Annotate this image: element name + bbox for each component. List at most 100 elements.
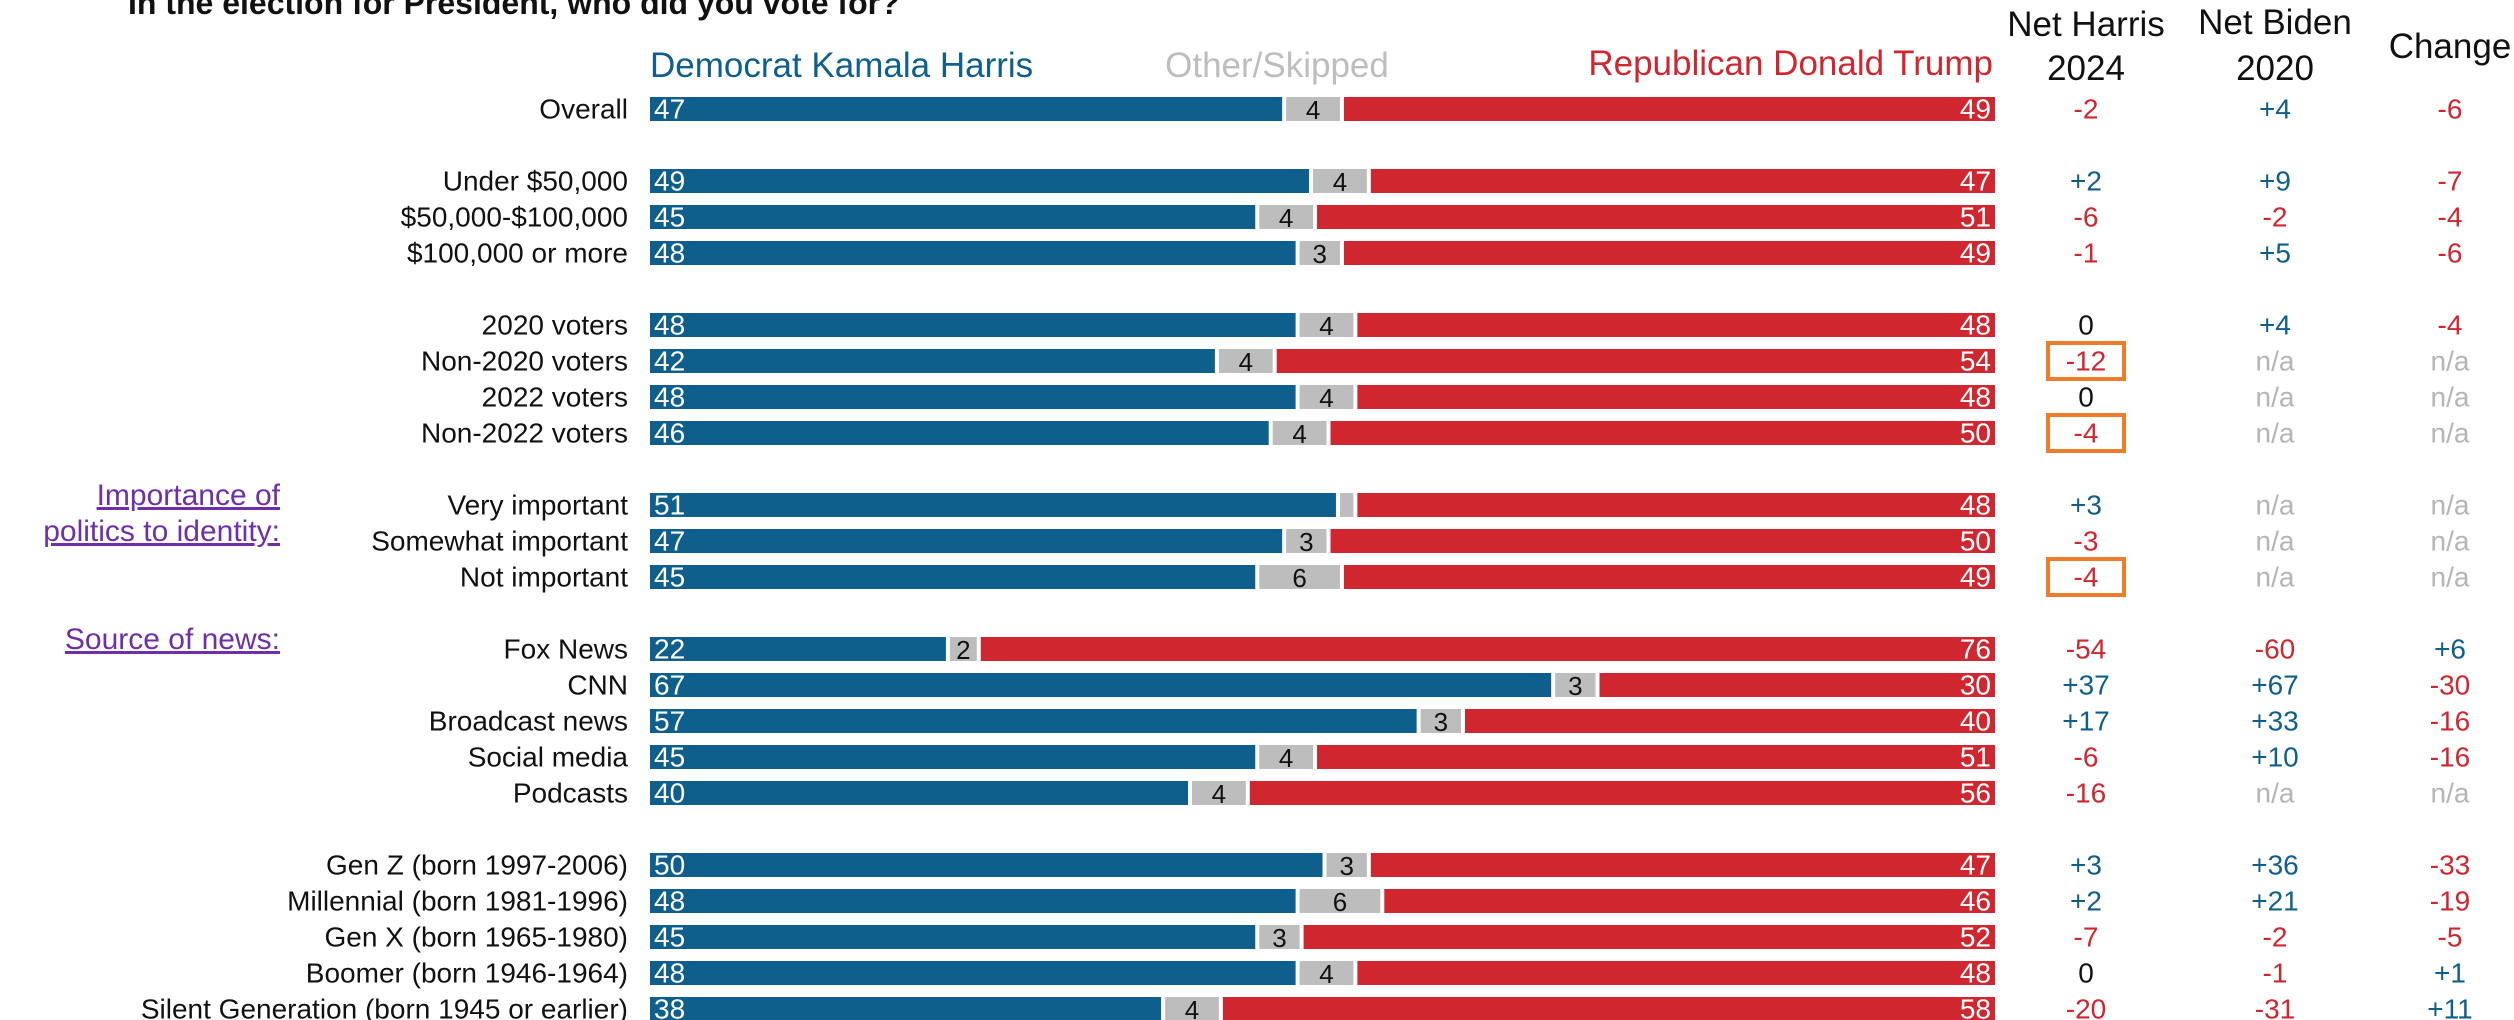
stat-change: -16 (2430, 742, 2470, 773)
data-label-other: 4 (1333, 167, 1347, 197)
stat-net-harris: +2 (2070, 166, 2102, 197)
stat-change: -7 (2438, 166, 2463, 197)
table-row: Very important 51 48 +3 n/a n/a (447, 490, 2469, 521)
bar-dem (650, 673, 1552, 697)
bar-dem (650, 925, 1256, 949)
bar-dem (650, 853, 1323, 877)
data-label-other: 4 (1292, 419, 1306, 449)
row-label: Podcasts (513, 778, 628, 809)
bar-rep (1317, 205, 1995, 229)
bar-other (1259, 925, 1300, 949)
stat-net-biden: -2 (2263, 202, 2288, 233)
stat-net-harris: +37 (2062, 670, 2110, 701)
bar-rep (1357, 961, 1995, 985)
bar-rep (1370, 853, 1995, 877)
table-row: Somewhat important 47 3 50 -3 n/a n/a (371, 526, 2470, 558)
highlight-box (2046, 341, 2126, 381)
table-row: $100,000 or more 48 3 49 -1 +5 -6 (407, 238, 2463, 270)
stat-change: -30 (2430, 670, 2470, 701)
stat-net-harris: -3 (2074, 526, 2099, 557)
stat-net-harris: -6 (2074, 202, 2099, 233)
stat-net-harris: +3 (2070, 850, 2102, 881)
legend-rep: Republican Donald Trump (1588, 44, 1993, 83)
bar-dem (650, 313, 1296, 337)
data-label-rep: 47 (1960, 850, 1991, 881)
row-label: Under $50,000 (443, 166, 628, 197)
data-label-other: 3 (1299, 527, 1313, 557)
stat-net-harris: -12 (2066, 346, 2106, 377)
stat-change: -6 (2438, 238, 2463, 269)
bar-rep (1357, 385, 1995, 409)
stat-net-biden: n/a (2256, 562, 2295, 593)
data-label-other: 3 (1339, 851, 1353, 881)
group-label: Importance of (97, 479, 281, 512)
bar-other (1299, 385, 1354, 409)
stat-change: -16 (2430, 706, 2470, 737)
stat-net-harris: -4 (2074, 562, 2099, 593)
data-label-rep: 48 (1960, 490, 1991, 521)
bar-rep (980, 637, 1995, 661)
stat-net-harris: +3 (2070, 490, 2102, 521)
table-row: 2022 voters 48 4 48 0 n/a n/a (482, 382, 2470, 414)
bar-rep (1330, 529, 1995, 553)
stat-net-biden: n/a (2256, 526, 2295, 557)
data-label-other: 4 (1279, 203, 1293, 233)
data-label-rep: 50 (1960, 418, 1991, 449)
table-row: Non-2022 voters 46 4 50 -4 n/a n/a (421, 413, 2470, 453)
data-label-dem: 49 (654, 166, 685, 197)
row-label: Fox News (504, 634, 628, 665)
data-label-dem: 48 (654, 886, 685, 917)
bar-dem (650, 385, 1296, 409)
data-label-other: 6 (1333, 887, 1347, 917)
bar-other (1299, 241, 1340, 265)
data-label-dem: 48 (654, 382, 685, 413)
data-label-other: 2 (956, 635, 970, 665)
stat-net-harris: +2 (2070, 886, 2102, 917)
data-label-rep: 54 (1960, 346, 1991, 377)
stat-change: n/a (2431, 490, 2470, 521)
data-label-dem: 67 (654, 670, 685, 701)
bar-other (1286, 529, 1327, 553)
stat-change: -4 (2438, 310, 2463, 341)
bar-other (1259, 565, 1340, 589)
bar-other (1286, 97, 1340, 121)
bar-dem (650, 637, 946, 661)
group-label: Source of news: (65, 623, 280, 656)
data-label-rep: 52 (1960, 922, 1991, 953)
stat-net-harris: 0 (2078, 310, 2094, 341)
data-label-other: 3 (1568, 671, 1582, 701)
data-label-rep: 58 (1960, 994, 1991, 1020)
stat-net-harris: 0 (2078, 382, 2094, 413)
stat-net-biden: +4 (2259, 310, 2291, 341)
bar-dem (650, 241, 1296, 265)
legend-dem: Democrat Kamala Harris (650, 46, 1033, 85)
bar-other (1259, 745, 1314, 769)
row-label: 2020 voters (482, 310, 628, 341)
stat-change: n/a (2431, 382, 2470, 413)
table-row: Silent Generation (born 1945 or earlier)… (141, 994, 2473, 1020)
bar-rep (1249, 781, 1995, 805)
col-header-net-biden-line1: Net Biden (2198, 3, 2352, 42)
bar-dem (650, 961, 1296, 985)
bar-dem (650, 997, 1162, 1020)
table-row: Millennial (born 1981-1996) 48 6 46 +2 +21 -19 (287, 886, 2470, 918)
data-label-dem: 22 (654, 634, 685, 665)
bar-dem (650, 529, 1283, 553)
stat-net-biden: +9 (2259, 166, 2291, 197)
bar-other (949, 637, 977, 661)
data-label-rep: 76 (1960, 634, 1991, 665)
table-row: Broadcast news 57 3 40 +17 +33 -16 (429, 706, 2470, 738)
data-label-dem: 47 (654, 526, 685, 557)
bar-rep (1357, 313, 1995, 337)
stat-change: +6 (2434, 634, 2466, 665)
stat-net-biden: +36 (2251, 850, 2299, 881)
row-label: Broadcast news (429, 706, 628, 737)
row-label: Gen Z (born 1997-2006) (326, 850, 628, 881)
row-label: Social media (468, 742, 629, 773)
data-label-rep: 40 (1960, 706, 1991, 737)
bar-other (1555, 673, 1596, 697)
bar-dem (650, 97, 1283, 121)
stat-change: n/a (2431, 418, 2470, 449)
bar-dem (650, 745, 1256, 769)
